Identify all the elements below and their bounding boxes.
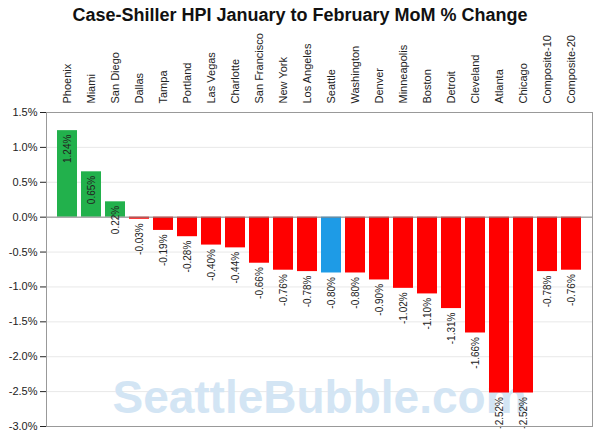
svg-text:Phoenix: Phoenix (61, 63, 73, 103)
svg-text:-0.90%: -0.90% (374, 284, 385, 316)
svg-text:-0.28%: -0.28% (182, 241, 193, 273)
svg-text:-1.5%: -1.5% (9, 315, 38, 327)
svg-text:-2.5%: -2.5% (9, 385, 38, 397)
html-text:Case-Shiller HPI January to Fe: Case-Shiller HPI January to February MoM… (72, 5, 528, 25)
svg-text:Portland: Portland (181, 63, 193, 104)
svg-text:-0.5%: -0.5% (9, 246, 38, 258)
svg-text:-1.66%: -1.66% (470, 337, 481, 369)
svg-text:Dallas: Dallas (133, 72, 145, 103)
svg-text:-0.44%: -0.44% (230, 252, 241, 284)
svg-text:-2.0%: -2.0% (9, 350, 38, 362)
svg-text:-0.19%: -0.19% (158, 234, 169, 266)
svg-text:-2.52%: -2.52% (518, 397, 529, 429)
svg-text:Seattle: Seattle (325, 69, 337, 103)
svg-text:-0.80%: -0.80% (326, 277, 337, 309)
svg-text:Cleveland: Cleveland (469, 55, 481, 104)
svg-text:-0.80%: -0.80% (350, 277, 361, 309)
svg-text:-0.76%: -0.76% (278, 274, 289, 306)
svg-text:Minneapolis: Minneapolis (397, 44, 409, 103)
svg-text:Chicago: Chicago (517, 63, 529, 103)
svg-text:-0.76%: -0.76% (566, 274, 577, 306)
svg-text:0.65%: 0.65% (86, 176, 97, 204)
svg-text:Tampa: Tampa (157, 70, 169, 104)
svg-text:-1.0%: -1.0% (9, 280, 38, 292)
svg-text:New York: New York (277, 57, 289, 104)
svg-text:Boston: Boston (421, 69, 433, 103)
svg-text:-0.03%: -0.03% (134, 223, 145, 255)
svg-text:-3.0%: -3.0% (9, 420, 38, 432)
svg-text:0.0%: 0.0% (12, 211, 37, 223)
svg-text:Denver: Denver (373, 68, 385, 104)
svg-text:-0.78%: -0.78% (302, 275, 313, 307)
svg-text:San Francisco: San Francisco (253, 33, 265, 103)
svg-text:1.5%: 1.5% (12, 106, 37, 118)
svg-text:-0.78%: -0.78% (542, 275, 553, 307)
svg-text:Detroit: Detroit (445, 71, 457, 103)
svg-text:1.24%: 1.24% (62, 135, 73, 163)
svg-text:-1.10%: -1.10% (422, 298, 433, 330)
svg-text:-1.31%: -1.31% (446, 312, 457, 344)
svg-text:SeattleBubble.com: SeattleBubble.com (112, 371, 526, 423)
svg-text:-2.52%: -2.52% (494, 397, 505, 429)
svg-text:San Diego: San Diego (109, 52, 121, 103)
svg-text:1.0%: 1.0% (12, 141, 37, 153)
svg-text:-1.02%: -1.02% (398, 292, 409, 324)
svg-text:Composite-10: Composite-10 (541, 35, 553, 103)
svg-text:Las Vegas: Las Vegas (205, 52, 217, 104)
svg-text:Charlotte: Charlotte (229, 59, 241, 104)
svg-text:Washington: Washington (349, 46, 361, 104)
svg-text:Miami: Miami (85, 74, 97, 103)
svg-text:0.22%: 0.22% (110, 206, 121, 234)
svg-text:-0.66%: -0.66% (254, 267, 265, 299)
svg-text:-0.40%: -0.40% (206, 249, 217, 281)
svg-text:Los Angeles: Los Angeles (301, 43, 313, 103)
svg-text:0.5%: 0.5% (12, 176, 37, 188)
svg-text:Atlanta: Atlanta (493, 68, 505, 103)
svg-text:Composite-20: Composite-20 (565, 35, 577, 103)
